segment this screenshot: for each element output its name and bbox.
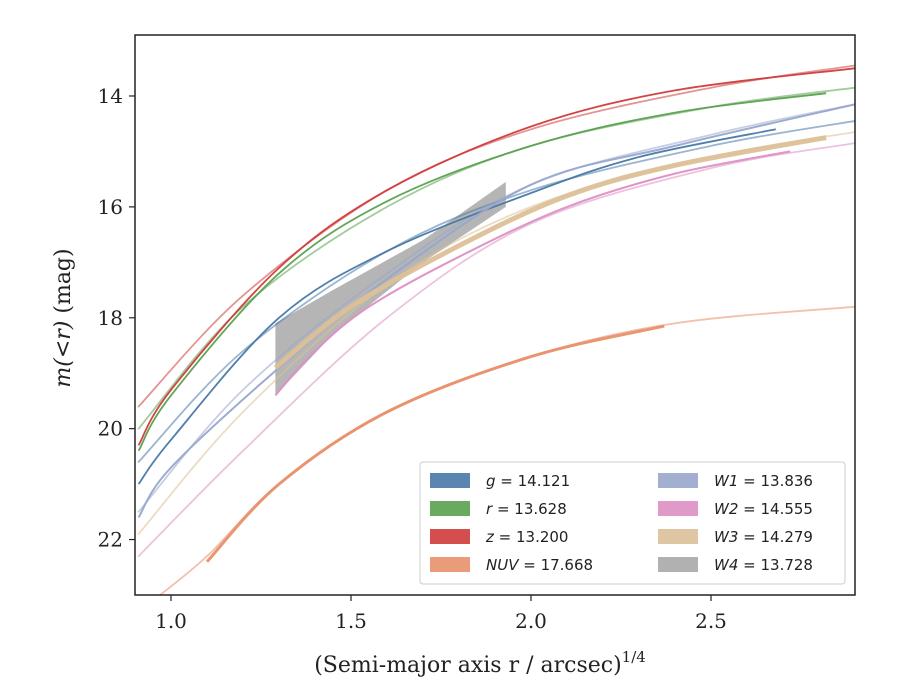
legend-band-name: W3: [714, 528, 738, 546]
legend-band-value: = 14.555: [738, 500, 813, 518]
legend-swatch-g: [430, 473, 470, 488]
series-w1-model-line: [137, 103, 855, 513]
legend-band-name: NUV: [486, 556, 520, 574]
y-tick-label: 20: [98, 417, 123, 441]
legend-swatch-w4: [658, 557, 698, 572]
legend-band-value: = 13.200: [494, 528, 569, 546]
y-tick-label: 18: [98, 306, 123, 330]
series-w3-data-line: [273, 135, 827, 370]
legend-swatch-w3: [658, 529, 698, 544]
legend-label-w4: W4 = 13.728: [714, 556, 813, 574]
y-tick-label: 22: [98, 528, 123, 552]
legend-band-name: W4: [714, 556, 738, 574]
x-tick-label: 1.0: [155, 609, 187, 633]
series-g-data-line: [137, 128, 776, 485]
legend-band-name: W2: [714, 500, 738, 518]
plot-area: [137, 64, 855, 595]
legend-label-z: z = 13.200: [485, 528, 568, 546]
x-axis-label-superscript: 1/4: [622, 648, 646, 666]
series-g-model-line: [137, 120, 855, 463]
legend-band-value: = 13.728: [738, 556, 813, 574]
series-w4-band: [275, 181, 506, 396]
y-tick-label: 14: [98, 84, 123, 108]
legend-box: [419, 461, 846, 585]
legend-swatch-w2: [658, 501, 698, 516]
legend-band-name: g: [486, 472, 496, 490]
legend-band-name: z: [485, 528, 495, 546]
legend-band-value: = 17.668: [518, 556, 593, 574]
legend-swatch-z: [430, 529, 470, 544]
legend-label-g: g = 14.121: [486, 472, 570, 490]
y-axis-label-spacer: [51, 314, 76, 321]
legend-swatch-nuv: [430, 557, 470, 572]
legend-band-name: W1: [714, 472, 738, 490]
x-tick-label: 2.5: [695, 609, 727, 633]
legend-band-value: = 14.279: [738, 528, 813, 546]
legend-label-w3: W3 = 14.279: [714, 528, 813, 546]
legend-label-w2: W2 = 14.555: [714, 500, 813, 518]
legend-label-nuv: NUV = 17.668: [486, 556, 593, 574]
y-axis-label: m(<r) (mag): [51, 248, 76, 387]
plot-frame: [134, 34, 856, 596]
y-axis-label-unit: (mag): [51, 248, 76, 313]
series-w2-model-line: [137, 142, 855, 558]
legend-band-value: = 13.628: [492, 500, 567, 518]
series-z-data-line: [137, 67, 855, 446]
legend-label-w1: W1 = 13.836: [714, 472, 813, 490]
legend-band-value: = 13.836: [738, 472, 813, 490]
legend-swatch-w1: [658, 473, 698, 488]
axis-ticks: 1.0 1.5 2.0 2.5 14 16 18 20 22: [98, 84, 727, 633]
series-w1-data-line: [137, 103, 855, 518]
y-axis-label-quantity: m(<r): [51, 321, 76, 388]
series-w2-data-line: [274, 150, 791, 397]
series-nuv-data-line: [205, 324, 665, 563]
x-tick-label: 2.0: [515, 609, 547, 633]
series-r-data-line: [137, 92, 827, 452]
legend-band-name: r: [486, 500, 493, 518]
legend-label-r: r = 13.628: [486, 500, 567, 518]
legend-swatch-r: [430, 501, 470, 516]
series-z-model-line: [137, 64, 855, 408]
x-tick-label: 1.5: [335, 609, 367, 633]
legend-band-value: = 14.121: [496, 472, 571, 490]
y-tick-label: 16: [98, 195, 123, 219]
x-axis-label-main: (Semi-major axis r / arcsec): [314, 653, 621, 678]
x-axis-label: (Semi-major axis r / arcsec)1/4: [314, 648, 646, 678]
